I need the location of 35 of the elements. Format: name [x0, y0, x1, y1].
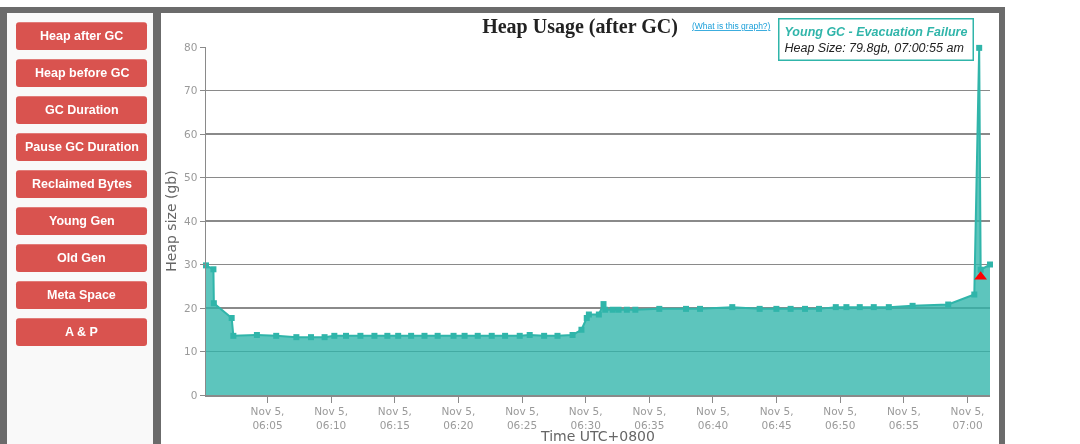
y-tick-label: 10 — [184, 345, 198, 358]
y-axis-title: Heap size (gb) — [162, 170, 179, 272]
y-tick-label: 60 — [184, 127, 198, 140]
x-tick-label: Nov 5, 06:05 — [250, 405, 285, 431]
x-tick-label: Nov 5, 06:15 — [377, 405, 412, 431]
x-axis-title: Time UTC+0800 — [540, 428, 655, 444]
x-tick-label: Nov 5, 06:35 — [632, 405, 667, 431]
annotation: Young GC - Evacuation Failure Heap Size: 79.8gb, 07:00:55 am — [784, 24, 968, 55]
x-tick-label: Nov 5, 06:55 — [886, 405, 921, 431]
text: Old Gen — [57, 251, 106, 265]
text: Reclaimed Bytes — [32, 177, 133, 191]
x-tick-label: Nov 5, 06:45 — [759, 405, 794, 431]
text: Pause GC Duration — [25, 140, 139, 154]
x-tick-label: Nov 5, 06:50 — [823, 405, 858, 431]
text: A & P — [65, 325, 98, 339]
y-tick-label: 80 — [184, 40, 198, 53]
y-tick-label: 20 — [184, 301, 198, 314]
y-tick-label: 40 — [184, 214, 198, 227]
y-tick-label: 70 — [184, 84, 198, 97]
y-tick-label: 0 — [190, 388, 198, 401]
text: GC Duration — [45, 103, 119, 117]
text: Meta Space — [47, 288, 116, 302]
x-tick-label: Nov 5, 06:10 — [314, 405, 349, 431]
text: Heap after GC — [40, 29, 124, 43]
y-tick-label: 50 — [184, 171, 198, 184]
text: Heap before GC — [35, 66, 130, 80]
y-tick-label: 30 — [184, 258, 198, 271]
x-tick-label: Nov 5, 06:40 — [696, 405, 730, 431]
x-tick-label: Nov 5, 06:25 — [505, 405, 539, 431]
x-tick-label: Nov 5, 06:20 — [441, 405, 476, 431]
x-tick-label: Nov 5, 06:30 — [568, 405, 603, 431]
x-tick-label: Nov 5, 07:00 — [950, 405, 985, 431]
chart-title: Heap Usage (after GC) — [482, 15, 678, 38]
text: Young Gen — [49, 214, 115, 228]
text: (What is this graph?) — [692, 21, 771, 31]
